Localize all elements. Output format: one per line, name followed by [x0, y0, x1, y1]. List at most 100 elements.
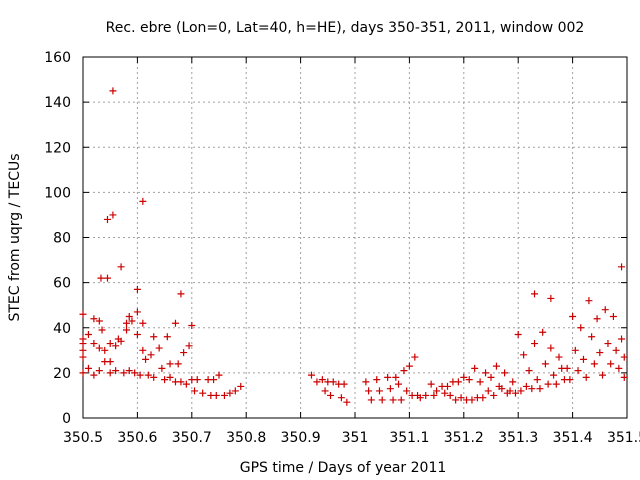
- x-axis-label: GPS time / Days of year 2011: [240, 460, 447, 476]
- data-point: [321, 387, 329, 395]
- data-point: [101, 346, 109, 354]
- y-tick-label: 140: [44, 95, 71, 111]
- data-point: [174, 360, 182, 368]
- x-tick-label: 351.1: [389, 430, 429, 446]
- data-point: [539, 328, 547, 336]
- data-point: [191, 387, 199, 395]
- data-point: [574, 367, 582, 375]
- data-point: [460, 373, 468, 381]
- data-point: [541, 360, 549, 368]
- x-tick-label: 351.4: [553, 430, 593, 446]
- data-point: [180, 349, 188, 357]
- data-point: [95, 344, 103, 352]
- data-point: [468, 396, 476, 404]
- data-point: [139, 346, 147, 354]
- data-point: [166, 373, 174, 381]
- data-point: [220, 391, 228, 399]
- data-point: [163, 333, 171, 341]
- y-tick-label: 60: [53, 276, 71, 292]
- x-tick-label: 351.2: [444, 430, 484, 446]
- y-tick-label: 160: [44, 50, 71, 66]
- data-point: [550, 371, 558, 379]
- data-point: [511, 389, 519, 397]
- data-point: [212, 391, 220, 399]
- data-point: [177, 378, 185, 386]
- data-point: [112, 342, 120, 350]
- data-point: [147, 351, 155, 359]
- data-point: [106, 358, 114, 366]
- x-tick-label: 350.8: [226, 430, 266, 446]
- axis-ticks: [82, 56, 628, 419]
- data-point: [307, 371, 315, 379]
- data-points: [79, 87, 628, 406]
- grid-lines: [83, 57, 627, 418]
- data-point: [604, 340, 612, 348]
- y-tick-label: 40: [53, 321, 71, 337]
- data-point: [155, 344, 163, 352]
- data-point: [120, 369, 128, 377]
- y-tick-label: 20: [53, 366, 71, 382]
- data-point: [490, 391, 498, 399]
- data-point: [133, 331, 141, 339]
- data-point: [552, 380, 560, 388]
- data-point: [509, 378, 517, 386]
- data-point: [79, 310, 87, 318]
- data-point: [340, 380, 348, 388]
- data-point: [90, 340, 98, 348]
- x-tick-label: 351.3: [498, 430, 538, 446]
- x-tick-label: 350.7: [172, 430, 212, 446]
- data-point: [84, 364, 92, 372]
- data-point: [457, 394, 465, 402]
- data-point: [313, 378, 321, 386]
- data-point: [123, 326, 131, 334]
- data-point: [618, 263, 626, 271]
- data-point: [103, 215, 111, 223]
- data-point: [117, 263, 125, 271]
- data-point: [327, 391, 335, 399]
- data-point: [547, 294, 555, 302]
- data-point: [615, 364, 623, 372]
- data-point: [479, 394, 487, 402]
- data-point: [599, 371, 607, 379]
- data-point: [193, 376, 201, 384]
- data-point: [416, 394, 424, 402]
- data-point: [392, 373, 400, 381]
- data-point: [487, 373, 495, 381]
- data-point: [171, 319, 179, 327]
- data-point: [386, 385, 394, 393]
- data-point: [522, 382, 530, 390]
- data-point: [422, 391, 430, 399]
- data-point: [343, 398, 351, 406]
- data-point: [531, 290, 539, 298]
- data-point: [533, 376, 541, 384]
- data-point: [95, 367, 103, 375]
- data-point: [139, 319, 147, 327]
- x-tick-label: 351.5: [607, 430, 640, 446]
- data-point: [106, 340, 114, 348]
- data-point: [367, 396, 375, 404]
- data-point: [433, 387, 441, 395]
- data-point: [446, 391, 454, 399]
- data-point: [131, 369, 139, 377]
- data-point: [185, 342, 193, 350]
- data-point: [318, 376, 326, 384]
- data-point: [125, 367, 133, 375]
- data-point: [569, 312, 577, 320]
- data-point: [397, 396, 405, 404]
- data-point: [411, 353, 419, 361]
- data-point: [506, 387, 514, 395]
- data-point: [133, 308, 141, 316]
- data-point: [166, 360, 174, 368]
- data-point: [79, 340, 87, 348]
- data-point: [596, 349, 604, 357]
- data-point: [139, 197, 147, 205]
- x-tick-labels: 350.5 350.6 350.7 350.8 350.9 351 351.1 351.2 35…: [63, 430, 640, 446]
- y-tick-label: 120: [44, 140, 71, 156]
- data-point: [231, 387, 239, 395]
- data-point: [117, 337, 125, 345]
- data-point: [384, 373, 392, 381]
- data-point: [536, 385, 544, 393]
- data-point: [585, 297, 593, 305]
- data-point: [84, 331, 92, 339]
